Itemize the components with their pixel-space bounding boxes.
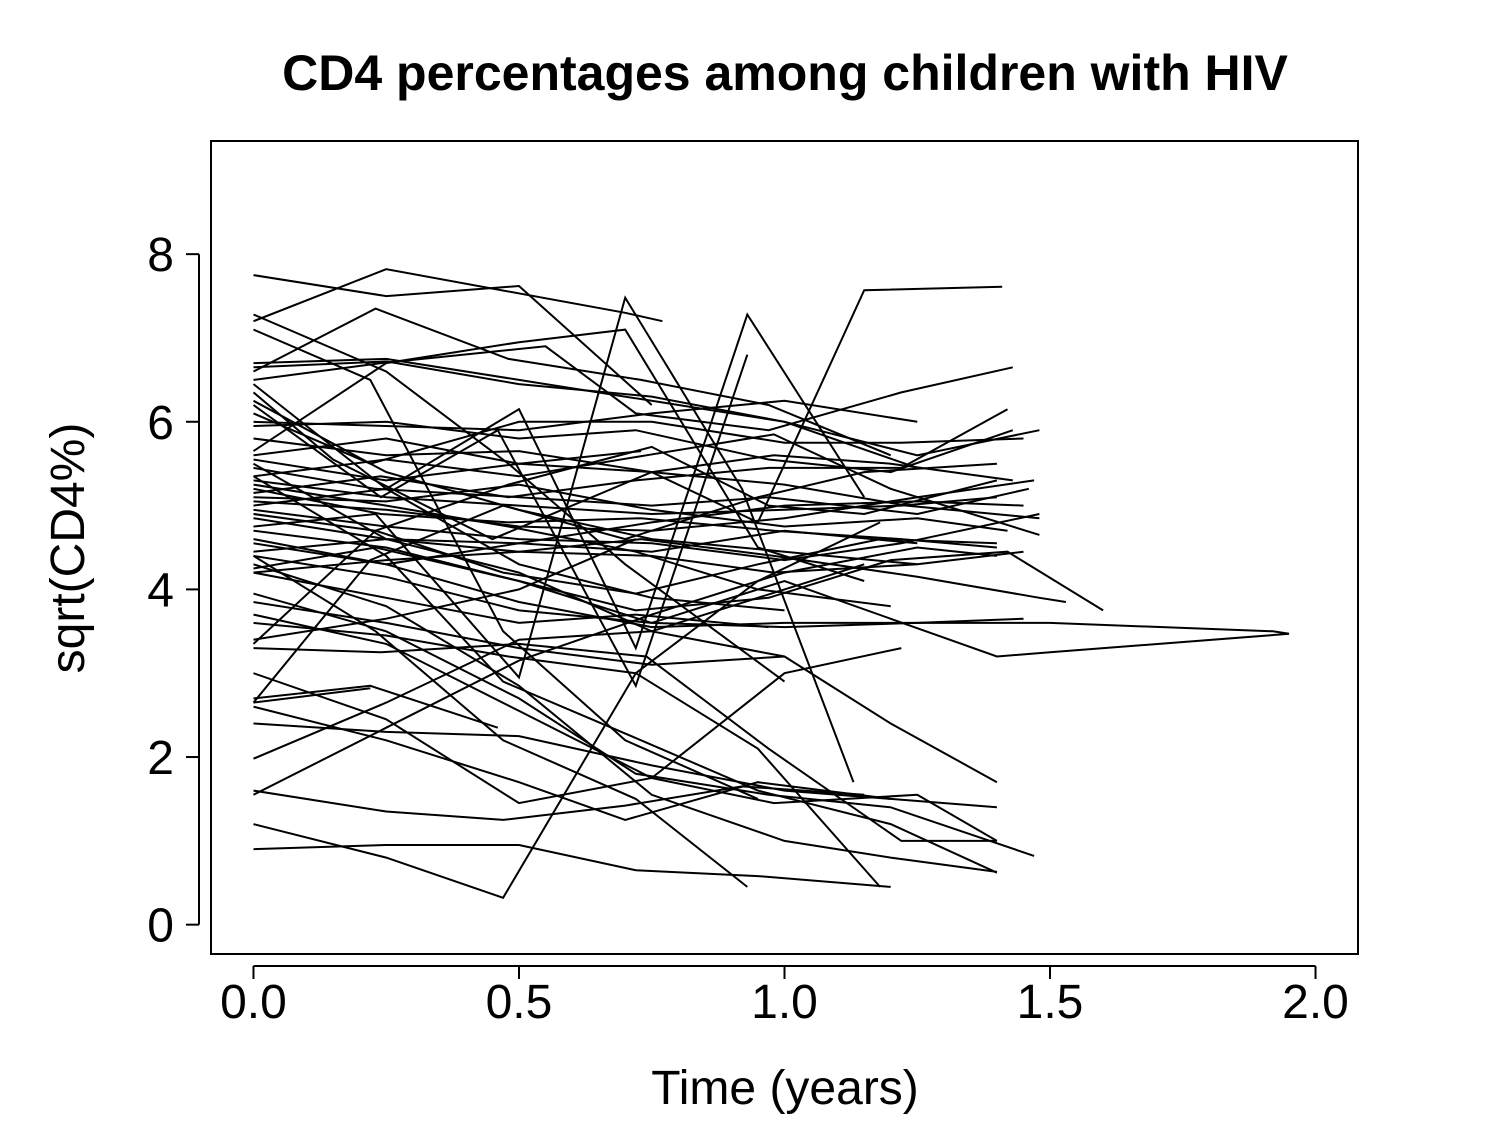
series-line-child-53 [253, 408, 1008, 499]
series-line-child-34 [253, 722, 997, 809]
series-line-child-56 [253, 601, 785, 666]
series-line-child-14 [253, 454, 1013, 482]
series-line-child-39 [253, 563, 865, 760]
series-line-child-2 [253, 268, 663, 323]
series-line-child-62 [253, 433, 1040, 536]
series-line-child-46 [252, 555, 748, 888]
series-layer [252, 268, 1290, 900]
series-line-child-12 [253, 420, 1014, 474]
series-line-child-49 [253, 687, 371, 704]
y-axis: 0 2 4 6 8 [147, 229, 200, 953]
y-tick-label: 2 [147, 732, 174, 785]
series-line-child-36 [253, 671, 881, 900]
y-tick-label: 6 [147, 397, 174, 450]
plot-frame [210, 140, 1359, 955]
series-line-child-47 [253, 538, 637, 641]
y-tick-label: 8 [147, 229, 174, 282]
series-line-child-27 [252, 475, 998, 874]
series-line-child-45 [252, 328, 865, 582]
series-line-child-22 [253, 542, 1290, 635]
series-line-child-44 [253, 295, 855, 783]
series-line-child-50 [253, 437, 642, 465]
x-axis: 0.0 0.5 1.0 1.5 2.0 [220, 965, 1349, 1029]
series-line-child-52 [253, 500, 1024, 553]
x-tick-label: 1.0 [751, 976, 818, 1029]
y-axis-label: sqrt(CD4%) [42, 423, 95, 674]
series-line-child-5 [253, 307, 892, 457]
series-line-child-59 [253, 483, 1008, 532]
x-tick-label: 0.0 [220, 976, 287, 1029]
x-tick-label: 1.5 [1017, 976, 1084, 1029]
series-line-child-38 [253, 546, 998, 796]
series-line-child-54 [253, 399, 918, 432]
series-line-child-25 [253, 538, 1067, 603]
series-line-child-60 [253, 399, 918, 566]
chart-title: CD4 percentages among children with HIV [282, 45, 1288, 101]
series-line-child-7 [253, 360, 1040, 457]
series-line-child-43 [253, 312, 866, 651]
series-line-child-3 [253, 313, 786, 683]
series-line-child-29 [253, 592, 1035, 857]
series-line-child-61 [252, 383, 785, 612]
y-tick-label: 4 [147, 564, 174, 617]
series-line-child-1 [253, 274, 653, 406]
series-line-child-8 [253, 345, 1014, 432]
x-tick-label: 0.5 [486, 976, 553, 1029]
series-line-child-32 [253, 647, 902, 805]
series-line-child-57 [253, 483, 891, 608]
x-tick-label: 2.0 [1282, 976, 1349, 1029]
series-line-child-51 [253, 529, 918, 566]
series-line-child-15 [253, 466, 1030, 516]
series-line-child-31 [253, 642, 997, 842]
series-line-child-55 [253, 571, 769, 629]
series-line-child-33 [253, 705, 891, 821]
series-line-child-28 [253, 563, 998, 873]
series-line-child-37 [253, 844, 891, 888]
series-line-child-40 [252, 462, 997, 704]
y-tick-label: 0 [147, 900, 174, 953]
series-line-child-48 [253, 684, 499, 729]
series-line-child-35 [253, 785, 865, 821]
x-axis-label: Time (years) [651, 1062, 919, 1115]
series-line-child-42 [253, 521, 881, 675]
series-line-child-24 [253, 546, 1104, 612]
